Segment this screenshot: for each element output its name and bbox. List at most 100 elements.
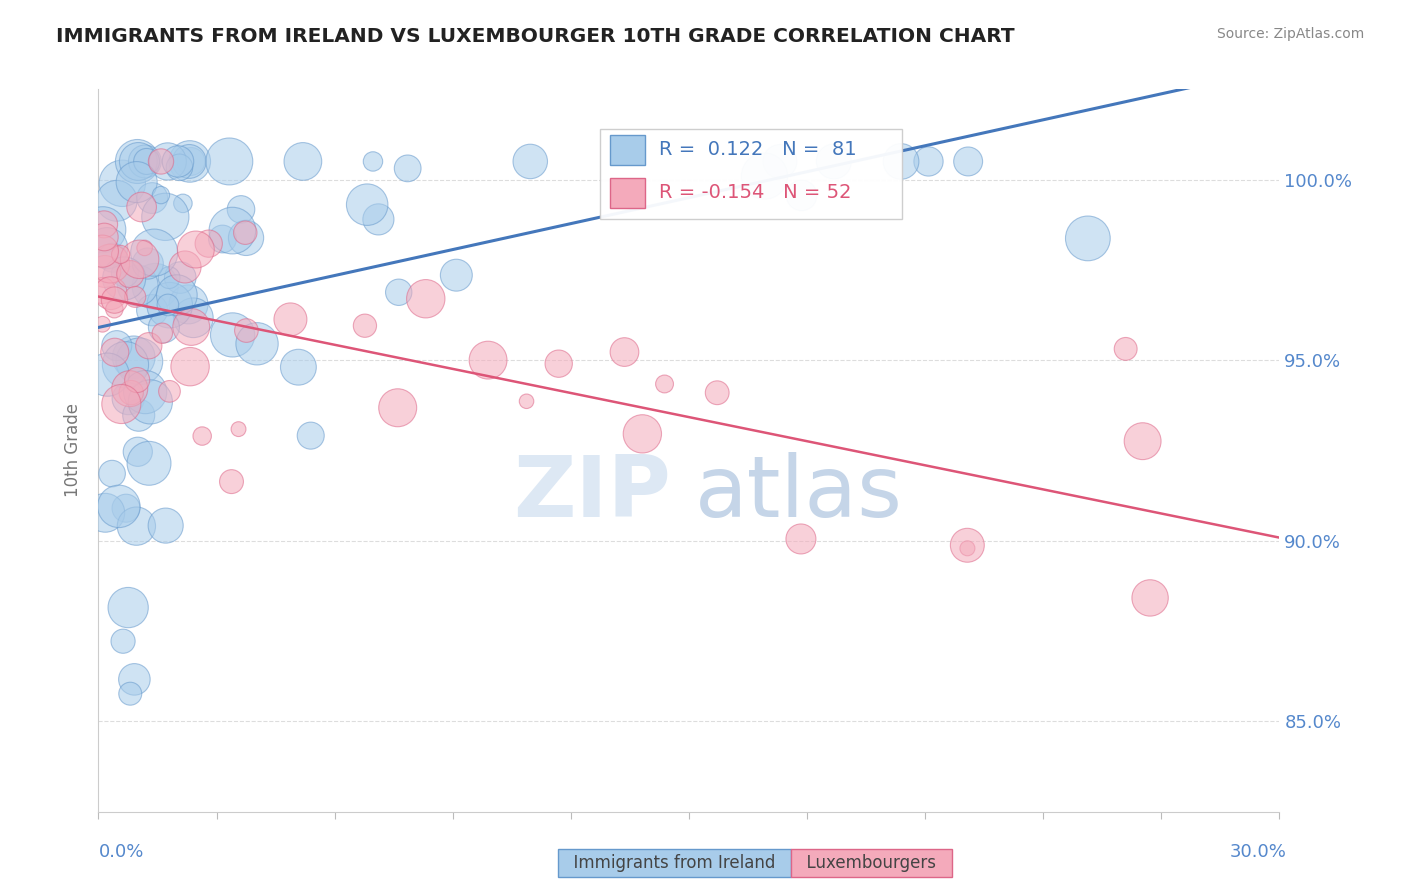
Point: [221, 224, 243, 238]
Point: [128, 409, 150, 423]
Point: [166, 288, 188, 302]
Point: [127, 444, 149, 458]
Point: [233, 226, 256, 240]
Point: [111, 177, 134, 191]
Text: ZIP: ZIP: [513, 452, 671, 535]
Point: [104, 345, 127, 359]
Point: [112, 271, 135, 285]
Point: [120, 385, 142, 400]
Point: [93, 218, 115, 232]
Point: [228, 422, 250, 436]
Point: [91, 244, 114, 259]
Point: [138, 339, 160, 353]
Point: [167, 154, 190, 169]
Text: IMMIGRANTS FROM IRELAND VS LUXEMBOURGER 10TH GRADE CORRELATION CHART: IMMIGRANTS FROM IRELAND VS LUXEMBOURGER …: [56, 27, 1015, 45]
Point: [101, 251, 124, 265]
Point: [956, 538, 979, 552]
Point: [91, 284, 114, 298]
Point: [124, 290, 146, 304]
Point: [93, 230, 115, 244]
Text: 0.0%: 0.0%: [98, 843, 143, 861]
Y-axis label: 10th Grade: 10th Grade: [65, 403, 83, 498]
Point: [706, 385, 728, 400]
Point: [127, 373, 149, 387]
Point: [136, 256, 159, 270]
Point: [131, 200, 153, 214]
Point: [183, 310, 205, 325]
Point: [125, 519, 148, 533]
Point: [654, 376, 676, 391]
Point: [1077, 231, 1099, 245]
Point: [790, 188, 813, 202]
Point: [361, 154, 384, 169]
Point: [94, 506, 117, 520]
Point: [172, 196, 194, 211]
FancyBboxPatch shape: [600, 129, 901, 219]
Point: [169, 161, 191, 175]
Point: [221, 327, 243, 342]
Point: [179, 154, 201, 169]
Text: Luxembourgers: Luxembourgers: [796, 855, 948, 872]
Point: [110, 397, 132, 411]
Point: [153, 320, 176, 334]
Point: [117, 392, 139, 406]
Point: [235, 324, 257, 338]
Point: [156, 298, 179, 312]
Point: [108, 500, 131, 514]
Point: [134, 385, 156, 400]
Point: [174, 260, 197, 274]
Point: [159, 384, 181, 399]
Point: [141, 191, 163, 205]
Point: [101, 467, 124, 481]
Text: R = -0.154   N = 52: R = -0.154 N = 52: [659, 183, 852, 202]
Point: [127, 278, 149, 293]
Point: [956, 541, 979, 556]
Point: [91, 318, 114, 332]
Point: [155, 210, 177, 224]
Point: [1132, 434, 1154, 449]
Point: [180, 320, 202, 334]
Point: [96, 368, 118, 382]
Point: [103, 302, 125, 317]
Point: [127, 154, 149, 169]
Point: [180, 154, 202, 169]
Point: [135, 154, 157, 169]
Point: [396, 161, 419, 176]
Point: [179, 154, 201, 169]
Point: [1139, 591, 1161, 605]
Point: [149, 154, 172, 169]
Point: [91, 223, 114, 237]
Text: R =  0.122   N =  81: R = 0.122 N = 81: [659, 140, 858, 159]
Point: [547, 357, 569, 371]
Point: [388, 285, 411, 300]
Point: [387, 401, 409, 415]
Point: [100, 286, 122, 301]
Point: [917, 154, 939, 169]
Point: [96, 241, 118, 255]
Point: [211, 232, 233, 246]
Point: [157, 270, 180, 285]
Point: [114, 358, 136, 372]
Point: [141, 303, 163, 318]
Point: [98, 257, 121, 271]
Point: [191, 429, 214, 443]
Point: [229, 202, 252, 217]
Point: [134, 154, 156, 169]
Text: Immigrants from Ireland: Immigrants from Ireland: [564, 855, 786, 872]
Point: [134, 241, 156, 255]
Point: [120, 267, 142, 281]
Point: [122, 351, 145, 365]
Point: [124, 673, 146, 687]
Point: [169, 270, 191, 285]
Point: [120, 687, 142, 701]
Text: atlas: atlas: [695, 452, 903, 535]
Point: [280, 312, 302, 326]
Point: [221, 475, 243, 489]
Point: [477, 353, 499, 368]
Point: [117, 600, 139, 615]
Point: [150, 326, 173, 341]
Point: [127, 154, 149, 169]
Point: [103, 293, 125, 307]
Point: [415, 292, 437, 306]
Point: [754, 169, 776, 183]
